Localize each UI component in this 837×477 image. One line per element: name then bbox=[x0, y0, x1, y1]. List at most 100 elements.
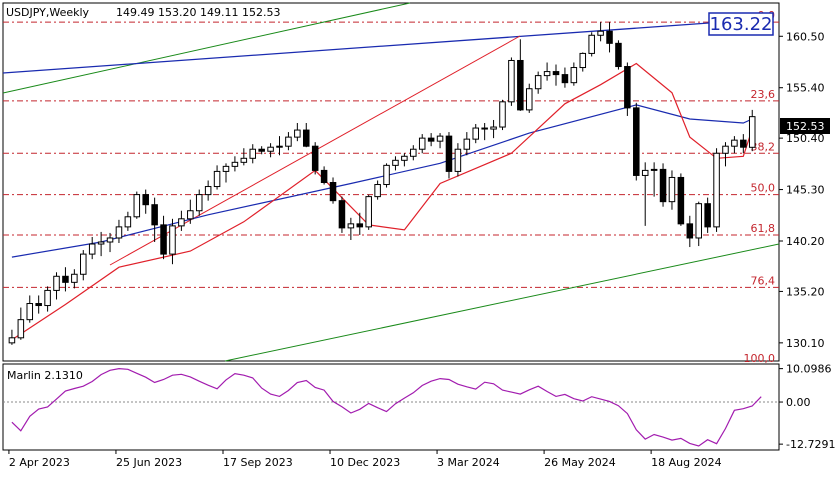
candle-body bbox=[35, 303, 42, 307]
candle-body bbox=[624, 66, 631, 109]
channel-value-badge: 163.22 bbox=[710, 14, 773, 35]
candle bbox=[552, 64, 560, 86]
candle bbox=[686, 215, 694, 248]
candle-body bbox=[62, 275, 69, 283]
marlin-tick-label: 10.0986 bbox=[786, 363, 832, 376]
candle-body bbox=[597, 30, 604, 36]
marlin-line bbox=[11, 367, 762, 447]
candle-body bbox=[561, 74, 569, 84]
candle-body bbox=[80, 253, 87, 275]
candle bbox=[231, 156, 239, 172]
candle bbox=[740, 134, 747, 154]
indicator-label: Marlin 2.1310 bbox=[7, 369, 83, 382]
candle bbox=[294, 123, 301, 142]
candle bbox=[187, 199, 194, 224]
candle bbox=[195, 189, 203, 216]
candle bbox=[668, 170, 676, 210]
candle-body bbox=[204, 186, 212, 196]
date-tick-label: 2 Apr 2023 bbox=[9, 456, 70, 469]
fib-level-label: 100,0 bbox=[744, 352, 776, 365]
date-tick-label: 3 Mar 2024 bbox=[437, 456, 500, 469]
candle bbox=[436, 133, 444, 149]
candle bbox=[454, 143, 462, 177]
candle bbox=[401, 153, 408, 167]
fib-level-label: 23,6 bbox=[751, 88, 776, 101]
candle bbox=[713, 148, 720, 232]
candle bbox=[677, 173, 685, 226]
candle bbox=[53, 272, 60, 300]
candle-body bbox=[570, 67, 578, 84]
candle bbox=[481, 123, 488, 141]
candle-body bbox=[410, 148, 417, 157]
candle-body bbox=[169, 225, 176, 255]
symbol-label: USDJPY,Weekly bbox=[6, 6, 90, 19]
candle-body bbox=[463, 138, 471, 150]
date-tick-label: 25 Jun 2023 bbox=[116, 456, 182, 469]
candle-body bbox=[115, 226, 123, 239]
candle-body bbox=[704, 203, 711, 228]
candle-body bbox=[187, 210, 194, 220]
price-tick-label: 155.40 bbox=[786, 82, 825, 95]
candle-body bbox=[490, 126, 497, 130]
marlin-tick-label: -12.7291 bbox=[786, 438, 835, 451]
candle bbox=[160, 215, 167, 260]
candle bbox=[704, 197, 711, 233]
candle bbox=[338, 196, 346, 233]
candle-body bbox=[392, 159, 399, 166]
candle-body bbox=[740, 139, 747, 148]
price-tick-label: 135.20 bbox=[786, 285, 825, 298]
candle-body bbox=[481, 127, 488, 130]
candle-body bbox=[195, 194, 203, 212]
candle-body bbox=[356, 223, 364, 228]
candle bbox=[427, 133, 435, 147]
trend-line-upper-green bbox=[2, 2, 411, 94]
candle-body bbox=[588, 34, 595, 54]
candle bbox=[606, 22, 613, 53]
candle-body bbox=[222, 165, 230, 172]
candle-body bbox=[124, 216, 132, 228]
candle-body bbox=[133, 194, 141, 218]
price-tick-label: 145.30 bbox=[786, 184, 825, 197]
candle bbox=[258, 146, 265, 155]
candle-body bbox=[650, 168, 658, 171]
candle bbox=[463, 132, 471, 156]
candle-body bbox=[213, 170, 221, 188]
candle bbox=[633, 102, 640, 181]
candle-body bbox=[418, 137, 426, 150]
candle bbox=[517, 39, 524, 111]
candle-body bbox=[499, 101, 506, 128]
candle-body bbox=[240, 157, 248, 163]
candle-body bbox=[160, 224, 167, 255]
candle bbox=[490, 119, 497, 139]
candle-body bbox=[294, 129, 301, 138]
last-price-badge: 152.53 bbox=[786, 120, 825, 133]
candle bbox=[508, 57, 515, 106]
candle-body bbox=[347, 223, 355, 229]
candle-body bbox=[677, 176, 685, 225]
candle bbox=[597, 22, 604, 42]
candle-body bbox=[633, 107, 640, 176]
candle-body bbox=[97, 241, 105, 245]
date-tick-label: 10 Dec 2023 bbox=[330, 456, 400, 469]
ohlc-values: 149.49 153.20 149.11 152.53 bbox=[116, 6, 280, 19]
candle bbox=[169, 218, 176, 265]
candle-body bbox=[668, 176, 676, 203]
candle bbox=[178, 210, 185, 231]
candle bbox=[659, 163, 667, 207]
candle bbox=[213, 165, 221, 190]
candle-body bbox=[659, 168, 667, 203]
candle bbox=[525, 83, 533, 113]
candle bbox=[62, 267, 69, 292]
candle-body bbox=[329, 182, 337, 202]
candle bbox=[311, 142, 319, 175]
candle-body bbox=[606, 30, 613, 44]
candle-body bbox=[53, 275, 60, 291]
candle-body bbox=[508, 59, 515, 103]
candle bbox=[276, 136, 283, 156]
candle bbox=[267, 143, 274, 158]
price-tick-label: 160.50 bbox=[786, 30, 825, 43]
candle-body bbox=[142, 194, 149, 206]
